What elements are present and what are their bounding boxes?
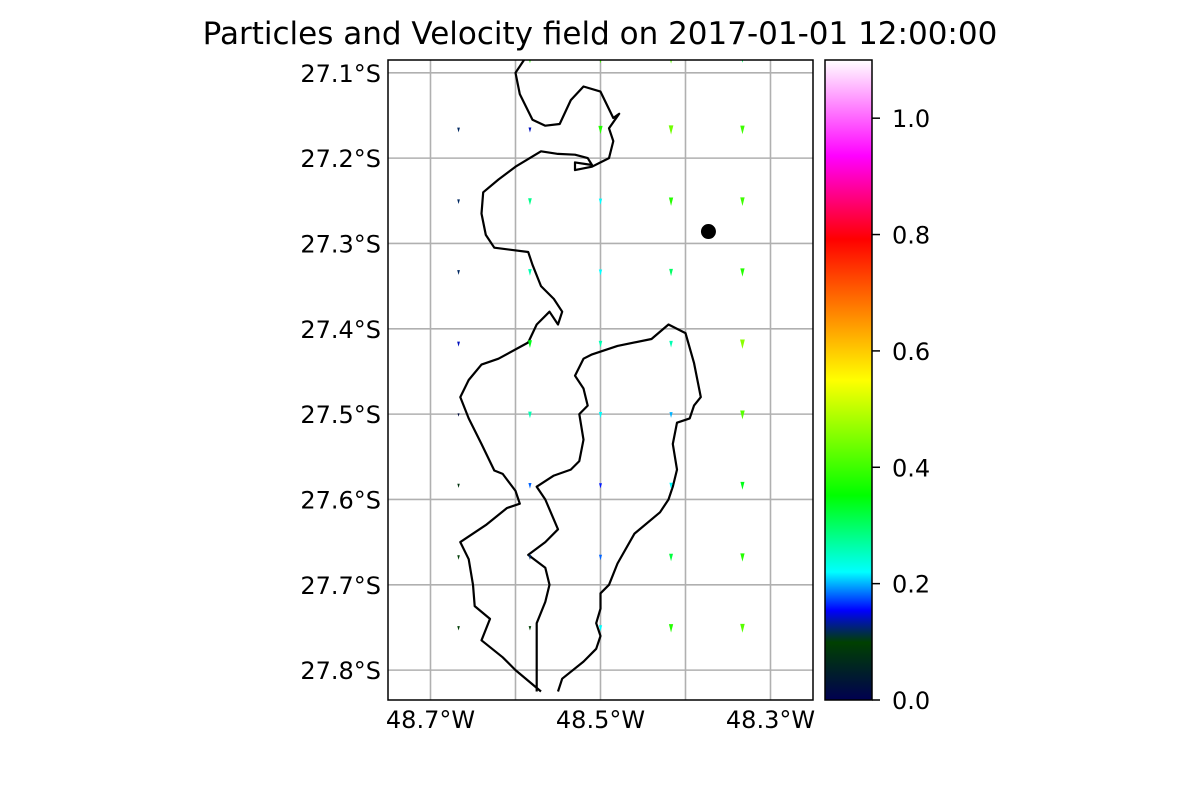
velocity-arrow-r5-c1: [528, 411, 532, 419]
velocity-arrow-r5-c3: [669, 412, 673, 418]
colorbar-axis: 0.0 0.2 0.4 0.6 0.8 1.0: [872, 105, 930, 715]
velocity-arrow-r0-c2: [599, 60, 602, 64]
velocity-arrow-r3-c0: [457, 270, 460, 275]
velocity-arrow-r5-c0: [457, 413, 460, 417]
velocity-arrow-r5-c4: [740, 410, 745, 420]
particle-0: [700, 224, 716, 240]
x-axis: 48.7°W 48.5°W 48.3°W: [386, 706, 815, 734]
x-tick-label-0: 48.7°W: [386, 706, 475, 734]
velocity-arrow-r7-c4: [740, 553, 745, 562]
y-axis: 27.1°S 27.2°S 27.3°S 27.4°S 27.5°S 27.6°S 27.7…: [300, 60, 381, 685]
x-tick-label-2: 48.3°W: [726, 706, 815, 734]
velocity-arrow-r6-c4: [740, 481, 745, 490]
velocity-arrow-r2-c0: [457, 199, 460, 204]
colorbar-tick-label-3: 0.6: [892, 338, 930, 366]
velocity-arrow-r7-c2: [598, 554, 603, 561]
velocity-arrow-r8-c1: [528, 626, 532, 631]
plot-frame: [387, 59, 814, 701]
velocity-arrow-r1-c4: [740, 125, 745, 135]
colorbar-tick-label-4: 0.8: [892, 222, 930, 250]
velocity-arrow-r0-c1: [529, 60, 531, 64]
y-tick-label-6: 27.7°S: [300, 572, 381, 600]
y-tick-label-5: 27.6°S: [300, 486, 381, 514]
velocity-arrow-r3-c4: [740, 268, 745, 277]
y-tick-label-3: 27.4°S: [300, 316, 381, 344]
velocity-arrow-r6-c1: [528, 483, 532, 489]
velocity-arrow-r8-c3: [668, 624, 674, 633]
particles: [700, 224, 716, 240]
velocity-arrow-r8-c2: [598, 625, 603, 632]
velocity-arrow-r4-c1: [527, 340, 532, 349]
y-tick-label-1: 27.2°S: [300, 145, 381, 173]
velocity-arrow-r6-c0: [457, 483, 460, 488]
velocity-arrow-r7-c1: [528, 555, 532, 560]
velocity-vectors: [457, 60, 745, 633]
velocity-arrow-r1-c0: [457, 127, 460, 133]
velocity-arrow-r4-c0: [457, 341, 460, 347]
velocity-arrow-r7-c3: [669, 553, 674, 562]
velocity-arrow-r1-c3: [668, 125, 674, 135]
velocity-arrow-r3-c3: [669, 268, 673, 277]
y-tick-label-0: 27.1°S: [300, 60, 381, 88]
colorbar-tick-label-0: 0.0: [892, 687, 930, 715]
coastline: [459, 60, 702, 693]
coastline-outer: [459, 60, 621, 693]
y-tick-label-7: 27.8°S: [300, 657, 381, 685]
velocity-arrow-r1-c1: [528, 127, 532, 133]
velocity-arrow-r5-c2: [598, 411, 603, 419]
velocity-arrow-r6-c3: [669, 482, 673, 489]
coastline-inner: [527, 323, 702, 692]
y-tick-label-2: 27.3°S: [300, 230, 381, 258]
x-tick-label-1: 48.5°W: [556, 706, 645, 734]
velocity-arrow-r2-c2: [598, 198, 603, 205]
velocity-arrow-r3-c2: [598, 269, 603, 276]
velocity-arrow-r8-c0: [457, 626, 460, 631]
velocity-arrow-r4-c4: [740, 339, 745, 349]
velocity-arrow-r4-c2: [598, 340, 603, 348]
velocity-arrow-r7-c0: [457, 555, 460, 560]
y-tick-label-4: 27.5°S: [300, 401, 381, 429]
colorbar-tick-label-2: 0.4: [892, 454, 930, 482]
colorbar: [824, 59, 873, 701]
velocity-arrow-r8-c4: [740, 623, 745, 633]
colorbar-tick-label-1: 0.2: [892, 571, 930, 599]
velocity-arrow-r3-c1: [528, 269, 532, 276]
velocity-arrow-r2-c3: [668, 197, 674, 206]
velocity-arrow-r2-c4: [740, 197, 745, 206]
chart-title: Particles and Velocity field on 2017-01-…: [203, 16, 998, 52]
velocity-arrow-r6-c2: [599, 483, 602, 489]
velocity-arrow-r1-c2: [598, 125, 603, 135]
colorbar-tick-label-5: 1.0: [892, 105, 930, 133]
velocity-arrow-r2-c1: [528, 198, 532, 206]
velocity-arrow-r0-c3: [670, 60, 672, 64]
velocity-arrow-r4-c3: [669, 340, 673, 348]
